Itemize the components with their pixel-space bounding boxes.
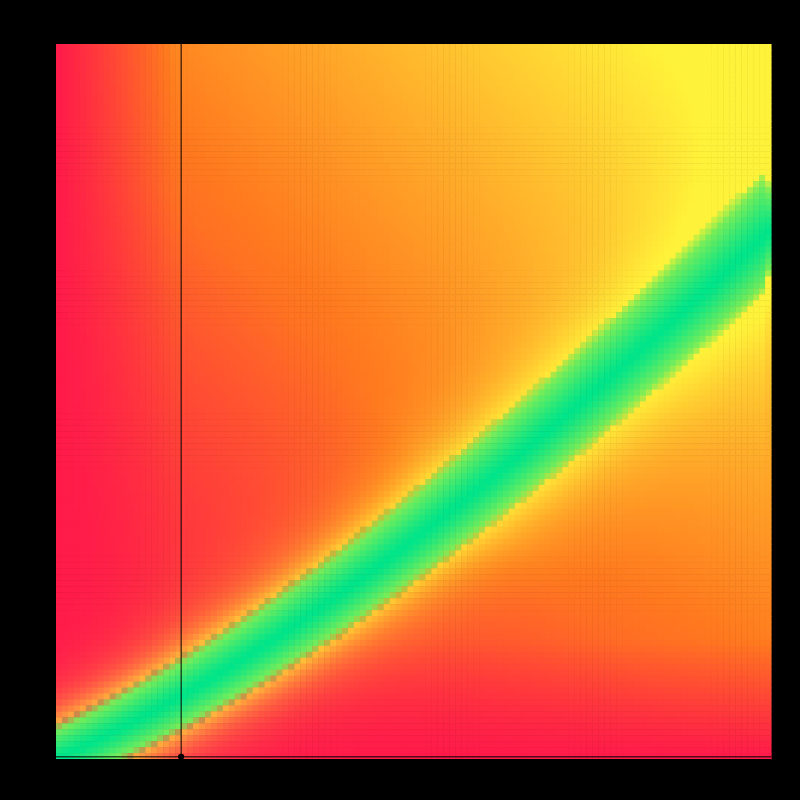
bottleneck-heatmap xyxy=(0,0,800,800)
